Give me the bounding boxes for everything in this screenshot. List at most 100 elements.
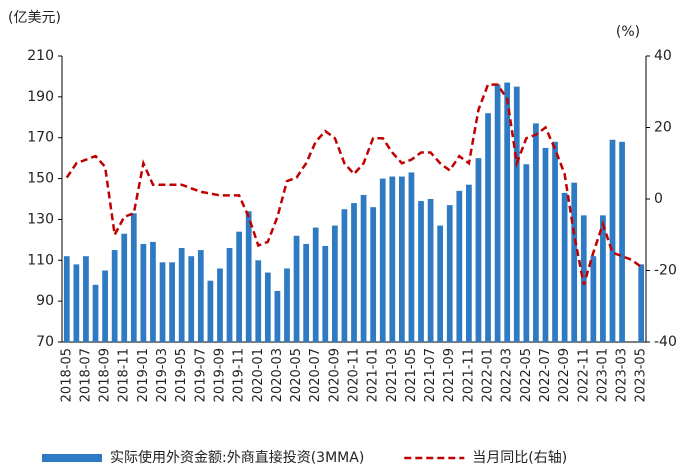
bar xyxy=(236,231,242,342)
x-tick-label: 2019-09 xyxy=(212,348,227,402)
x-tick-label: 2022-03 xyxy=(500,348,515,402)
bar xyxy=(178,248,185,342)
y2-tick-label: -20 xyxy=(654,263,677,279)
x-tick-label: 2019-11 xyxy=(232,348,247,402)
x-tick-label: 2018-11 xyxy=(117,348,132,402)
bar xyxy=(580,215,587,342)
x-tick-label: 2020-11 xyxy=(347,348,362,402)
bar xyxy=(245,211,252,342)
x-tick-label: 2018-07 xyxy=(78,348,93,402)
y2-axis-label: (%) xyxy=(616,24,640,40)
x-tick-label: 2022-11 xyxy=(576,348,591,402)
x-tick-label: 2021-09 xyxy=(442,348,457,402)
x-tick-label: 2021-01 xyxy=(366,348,381,402)
y-tick-label: 190 xyxy=(27,89,54,105)
bar xyxy=(494,84,501,342)
x-tick-label: 2021-07 xyxy=(423,348,438,402)
bar xyxy=(264,272,271,342)
bar xyxy=(542,147,549,342)
bar xyxy=(590,256,597,342)
bar xyxy=(140,243,147,342)
bar xyxy=(83,256,89,342)
bar xyxy=(102,270,108,342)
y2-tick-label: 40 xyxy=(654,48,672,64)
bar xyxy=(418,201,424,342)
bar xyxy=(217,268,223,342)
x-tick-label: 2023-03 xyxy=(615,348,630,402)
bar xyxy=(446,205,453,342)
x-tick-label: 2020-03 xyxy=(270,348,285,402)
bar xyxy=(92,284,99,342)
bar xyxy=(255,260,262,342)
y-tick-label: 90 xyxy=(36,293,54,309)
bar xyxy=(274,290,281,342)
x-tick-label: 2023-05 xyxy=(634,348,649,402)
bar xyxy=(303,243,310,342)
bar xyxy=(188,256,195,342)
x-tick-label: 2021-11 xyxy=(461,348,476,402)
bar xyxy=(360,194,367,342)
bar xyxy=(150,241,156,342)
y-tick-label: 110 xyxy=(27,252,54,268)
bar xyxy=(226,248,233,342)
x-tick-label: 2019-05 xyxy=(174,348,189,402)
x-tick-label: 2020-05 xyxy=(289,348,304,402)
y-tick-label: 70 xyxy=(36,334,54,350)
bar xyxy=(111,250,118,342)
bar xyxy=(619,141,625,342)
line xyxy=(65,83,642,286)
x-tick-label: 2022-01 xyxy=(481,348,496,402)
bar xyxy=(456,190,463,342)
legend-swatch xyxy=(42,454,102,462)
bar xyxy=(600,215,606,342)
y-tick-label: 130 xyxy=(27,211,54,227)
y2-tick-label: 0 xyxy=(654,191,663,207)
bar xyxy=(427,199,434,342)
x-tick-label: 2021-03 xyxy=(385,348,400,402)
bar xyxy=(169,262,175,342)
bar xyxy=(130,213,137,342)
bar xyxy=(207,280,214,342)
bar xyxy=(121,233,128,342)
x-tick-label: 2019-03 xyxy=(155,348,170,402)
y-tick-label: 210 xyxy=(27,48,54,64)
bar xyxy=(341,209,348,342)
y-axis-label: (亿美元) xyxy=(8,10,61,26)
bar xyxy=(63,256,70,342)
x-tick-label: 2022-09 xyxy=(557,348,572,402)
bar xyxy=(466,184,472,342)
bar xyxy=(379,178,386,342)
bar xyxy=(73,264,80,342)
bar xyxy=(159,262,166,342)
bar xyxy=(485,113,491,342)
x-tick-label: 2018-05 xyxy=(59,348,74,402)
legend-label: 当月同比(右轴) xyxy=(472,450,567,466)
bar xyxy=(197,250,204,342)
bar xyxy=(523,164,530,342)
x-tick-label: 2019-07 xyxy=(193,348,208,402)
x-tick-label: 2020-01 xyxy=(251,348,266,402)
bar xyxy=(398,176,405,342)
bar xyxy=(475,158,482,342)
x-tick-label: 2023-01 xyxy=(595,348,610,402)
bar xyxy=(284,268,290,342)
x-tick-label: 2018-09 xyxy=(98,348,113,402)
bar xyxy=(552,141,558,342)
x-tick-label: 2022-07 xyxy=(538,348,553,402)
bar xyxy=(331,225,338,342)
bar xyxy=(351,203,357,342)
y2-tick-label: -40 xyxy=(654,334,677,350)
bar xyxy=(370,207,377,342)
bar xyxy=(513,86,520,343)
x-tick-label: 2020-07 xyxy=(308,348,323,402)
y-tick-label: 150 xyxy=(27,171,54,187)
bar xyxy=(638,264,645,342)
bar xyxy=(408,172,415,342)
x-tick-label: 2019-01 xyxy=(136,348,151,402)
x-tick-label: 2022-05 xyxy=(519,348,534,402)
x-tick-label: 2020-09 xyxy=(327,348,342,402)
x-tick-label: 2021-05 xyxy=(404,348,419,402)
y-tick-label: 170 xyxy=(27,130,54,146)
bar xyxy=(533,123,539,343)
